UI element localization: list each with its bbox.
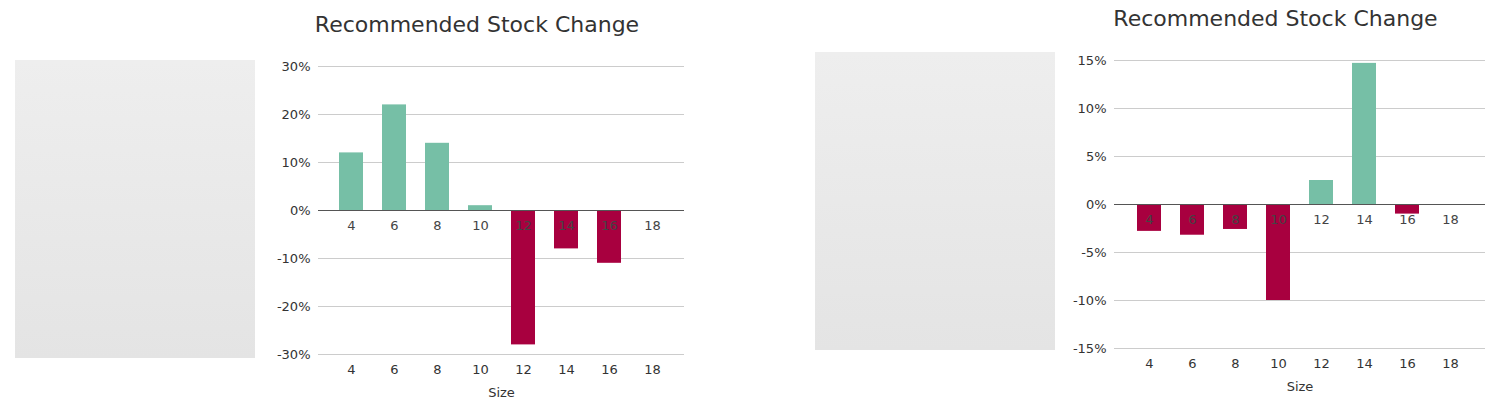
- svg-text:-20%: -20%: [277, 299, 311, 314]
- svg-text:4: 4: [1145, 356, 1153, 371]
- svg-text:6: 6: [1188, 356, 1196, 371]
- svg-text:18: 18: [1442, 356, 1459, 371]
- svg-text:Size: Size: [488, 385, 515, 400]
- svg-text:16: 16: [1399, 356, 1416, 371]
- svg-text:6: 6: [1188, 212, 1196, 227]
- svg-text:12: 12: [515, 218, 532, 233]
- svg-text:-30%: -30%: [277, 347, 311, 362]
- svg-text:10%: 10%: [1078, 101, 1107, 116]
- html-text:Recommended Stock Change: Recommended Stock Change: [1113, 6, 1438, 31]
- svg-text:0%: 0%: [1086, 197, 1107, 212]
- svg-text:16: 16: [601, 362, 618, 377]
- svg-text:18: 18: [644, 362, 661, 377]
- svg-text:10: 10: [472, 218, 489, 233]
- svg-text:5%: 5%: [1086, 149, 1107, 164]
- svg-text:14: 14: [558, 218, 575, 233]
- svg-text:14: 14: [558, 362, 575, 377]
- svg-text:10: 10: [472, 362, 489, 377]
- svg-text:30%: 30%: [282, 59, 311, 74]
- svg-text:10: 10: [1270, 212, 1287, 227]
- svg-text:-10%: -10%: [277, 251, 311, 266]
- svg-text:8: 8: [433, 362, 441, 377]
- svg-text:Size: Size: [1287, 379, 1314, 394]
- svg-text:12: 12: [1313, 356, 1330, 371]
- svg-text:8: 8: [1231, 356, 1239, 371]
- svg-text:4: 4: [1145, 212, 1153, 227]
- svg-text:10: 10: [1270, 356, 1287, 371]
- svg-text:16: 16: [601, 218, 618, 233]
- svg-text:6: 6: [390, 362, 398, 377]
- svg-text:0%: 0%: [290, 203, 311, 218]
- svg-text:14: 14: [1356, 212, 1373, 227]
- svg-text:-5%: -5%: [1081, 245, 1106, 260]
- svg-text:18: 18: [1442, 212, 1459, 227]
- svg-text:10%: 10%: [282, 155, 311, 170]
- svg-text:-15%: -15%: [1073, 341, 1107, 356]
- svg-text:4: 4: [347, 218, 355, 233]
- svg-text:14: 14: [1356, 356, 1373, 371]
- svg-text:20%: 20%: [282, 107, 311, 122]
- svg-text:8: 8: [433, 218, 441, 233]
- html-text:Recommended Stock Change: Recommended Stock Change: [314, 12, 640, 37]
- svg-text:18: 18: [644, 218, 661, 233]
- svg-text:8: 8: [1231, 212, 1239, 227]
- svg-text:15%: 15%: [1078, 53, 1107, 68]
- svg-text:16: 16: [1399, 212, 1416, 227]
- svg-text:12: 12: [1313, 212, 1330, 227]
- svg-text:6: 6: [390, 218, 398, 233]
- svg-text:12: 12: [515, 362, 532, 377]
- svg-text:-10%: -10%: [1073, 293, 1107, 308]
- svg-text:4: 4: [347, 362, 355, 377]
